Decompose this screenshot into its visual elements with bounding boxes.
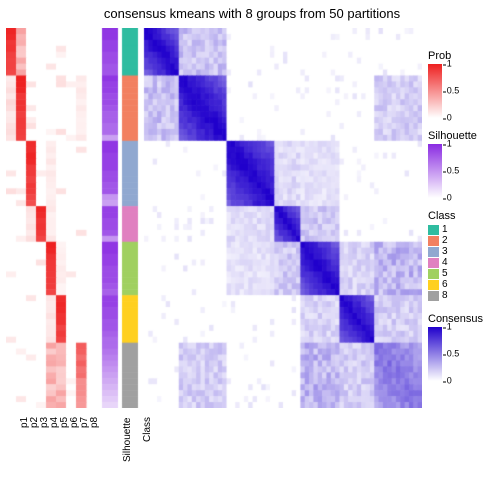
legend-class-swatch [428, 269, 439, 279]
legend-class-row: 2 [428, 235, 500, 246]
legend-class-row: 8 [428, 290, 500, 301]
legend-class-label: 2 [442, 235, 448, 246]
plot-area [6, 28, 422, 408]
legend-class-swatch [428, 236, 439, 246]
legend-tick: 1 [447, 60, 452, 69]
xaxis-label-class: Class [142, 417, 153, 442]
xaxis-label-silhouette: Silhouette [122, 418, 133, 462]
legend-class-label: 4 [442, 257, 448, 268]
legend-tick: 1 [447, 323, 452, 332]
legend-tick: 0.5 [447, 350, 460, 359]
legend-class-row: 6 [428, 279, 500, 290]
legend-silhouette-ticks: 1 0.5 0 [445, 144, 473, 198]
legend-consensus-gradient [428, 327, 442, 381]
legend-class-label: 5 [442, 268, 448, 279]
legend-class-label: 3 [442, 246, 448, 257]
legend-silhouette-title: Silhouette [428, 130, 500, 142]
legend-prob-title: Prob [428, 50, 500, 62]
legend-class-label: 8 [442, 290, 448, 301]
legend-silhouette-gradient [428, 144, 442, 198]
legend-class-row: 1 [428, 224, 500, 235]
legend-tick: 1 [447, 140, 452, 149]
legend-prob-ticks: 1 0.5 0 [445, 64, 473, 118]
legend-class-swatch [428, 280, 439, 290]
legend-class-label: 1 [442, 224, 448, 235]
legend-class-label: 6 [442, 279, 448, 290]
legend-tick: 0.5 [447, 167, 460, 176]
heatmap-canvas [6, 28, 422, 408]
legend-class-row: 4 [428, 257, 500, 268]
legends: Prob 1 0.5 0 Silhouette 1 0.5 0 Class 12… [428, 50, 500, 393]
legend-prob: Prob 1 0.5 0 [428, 50, 500, 118]
legend-class-swatch [428, 258, 439, 268]
legend-class-row: 3 [428, 246, 500, 257]
legend-class-items: 1234568 [428, 224, 500, 301]
legend-tick: 0 [447, 114, 452, 123]
legend-tick: 0 [447, 194, 452, 203]
legend-class: Class 1234568 [428, 210, 500, 301]
legend-silhouette: Silhouette 1 0.5 0 [428, 130, 500, 198]
legend-class-swatch [428, 247, 439, 257]
legend-tick: 0.5 [447, 87, 460, 96]
legend-consensus-title: Consensus [428, 313, 500, 325]
legend-consensus-ticks: 1 0.5 0 [445, 327, 473, 381]
legend-class-swatch [428, 225, 439, 235]
legend-prob-gradient [428, 64, 442, 118]
legend-tick: 0 [447, 377, 452, 386]
legend-class-title: Class [428, 210, 500, 222]
legend-consensus: Consensus 1 0.5 0 [428, 313, 500, 381]
legend-class-swatch [428, 291, 439, 301]
legend-class-row: 5 [428, 268, 500, 279]
page-title: consensus kmeans with 8 groups from 50 p… [0, 0, 504, 21]
xaxis-label-p: p8 [89, 417, 100, 428]
